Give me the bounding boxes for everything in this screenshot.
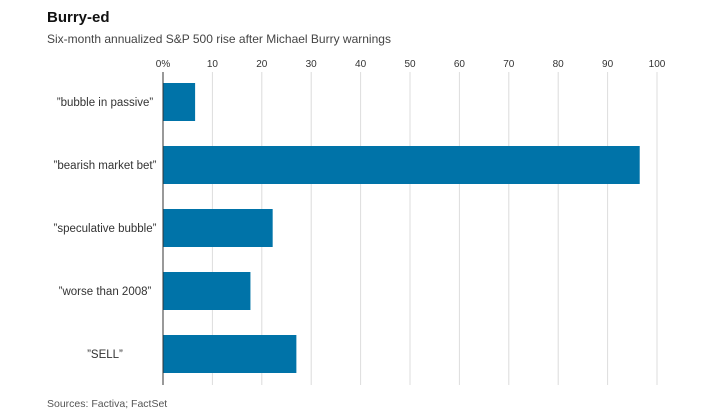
x-tick-label: 0% — [156, 59, 171, 70]
x-tick-label: 50 — [404, 59, 416, 70]
category-labels: ”bubble in passive” ”bearish market bet” ”… — [54, 97, 157, 361]
x-tick-labels: 0% 10 20 30 40 50 60 70 80 90 100 — [156, 59, 666, 70]
bar — [163, 209, 273, 247]
bar — [163, 272, 251, 310]
x-tick-label: 20 — [256, 59, 268, 70]
x-tick-label: 60 — [454, 59, 466, 70]
x-tick-label: 10 — [207, 59, 219, 70]
x-tick-label: 100 — [649, 59, 666, 70]
x-tick-label: 70 — [503, 59, 515, 70]
category-label: ”bearish market bet” — [54, 160, 157, 172]
bar — [163, 146, 640, 184]
x-tick-label: 40 — [355, 59, 367, 70]
bar — [163, 83, 196, 121]
x-tick-label: 80 — [553, 59, 565, 70]
category-label: ”worse than 2008” — [59, 286, 152, 298]
x-tick-label: 90 — [602, 59, 614, 70]
chart-title: Burry-ed — [47, 9, 110, 26]
category-label: ”bubble in passive” — [57, 97, 154, 109]
gridlines — [211, 72, 658, 385]
chart-subtitle: Six-month annualized S&P 500 rise after … — [47, 32, 391, 46]
category-label: ”SELL” — [87, 349, 123, 361]
bars — [163, 83, 640, 373]
bar — [163, 335, 297, 373]
x-tick-label: 30 — [306, 59, 318, 70]
category-label: ”speculative bubble” — [54, 223, 157, 235]
source-note: Sources: Factiva; FactSet — [47, 398, 168, 410]
